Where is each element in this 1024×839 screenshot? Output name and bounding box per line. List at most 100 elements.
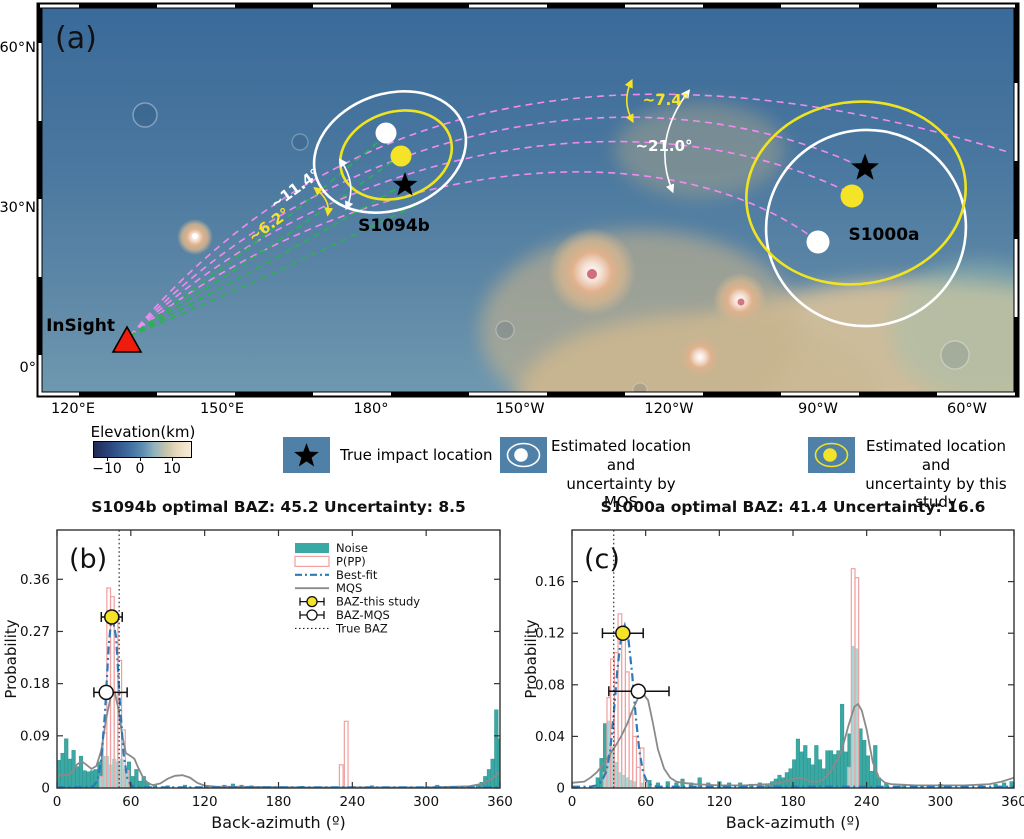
x-tick-label: 180 [780, 794, 806, 810]
lon-label-120e: 120°E [51, 401, 95, 417]
valles-region [890, 260, 1016, 394]
noise-bar [799, 751, 804, 788]
noise-bar [862, 740, 867, 788]
mqs-curve [572, 692, 1014, 787]
lon-label-180: 180° [354, 401, 389, 417]
baz-this-study-marker [104, 609, 120, 625]
x-tick-label: 240 [339, 794, 365, 810]
angle-label-21-0: ~21.0° [635, 137, 692, 155]
magenta-ray [129, 116, 869, 337]
noise-bar [134, 769, 139, 788]
y-tick-label: 0.36 [20, 572, 50, 588]
white-ellipse-icon [506, 442, 541, 468]
s1094b-study-location [390, 145, 412, 167]
noise-bar [86, 771, 91, 788]
baz-this-study-marker [615, 625, 631, 641]
crater [291, 133, 309, 151]
s1000a-label: S1000a [848, 225, 919, 245]
noise-bar [803, 745, 808, 788]
elysium-peak [192, 233, 198, 239]
lon-label-150e: 150°E [200, 401, 244, 417]
s1000a-mqs-location [806, 230, 830, 254]
panel-b-title: S1094b optimal BAZ: 45.2 Uncertainty: 8.… [91, 498, 466, 516]
x-tick-label: 240 [854, 794, 880, 810]
green-ray [129, 202, 421, 337]
s1094b-mqs-location [375, 122, 397, 144]
colorbar-title: Elevation(km) [90, 423, 196, 441]
map-frame-white [38, 4, 1018, 396]
angle-label-7-4: ~7.4° [643, 91, 690, 109]
x-tick-label: 300 [413, 794, 439, 810]
s1000a-study-uncertainty-ellipse [745, 100, 967, 286]
green-ray [129, 155, 401, 337]
magenta-backazimuth-rays [129, 93, 1009, 337]
colorbar-tick-label: −10 [92, 461, 122, 477]
star-icon [294, 443, 319, 467]
noise-bar [64, 738, 69, 788]
s1000a-study-location [840, 184, 864, 208]
x-tick-label: 0 [53, 794, 62, 810]
x-tick-label: 300 [927, 794, 953, 810]
panel-c-chart: 0 60 120 180 240 300 360 0 0.04 0.08 0.12 0.16 Back-… [522, 529, 1024, 832]
x-tick-label: 360 [1001, 794, 1024, 810]
legend-marker [306, 609, 318, 621]
angle-arc-11-4 [338, 158, 354, 211]
legend-label: BAZ-MQS [336, 608, 390, 622]
legend-marker [306, 595, 318, 608]
s1094b-label: S1094b [358, 216, 430, 236]
colorbar-tick [140, 457, 141, 461]
noise-bar [486, 769, 491, 788]
legend-label: True BAZ [335, 621, 388, 635]
y-axis-label: Probability [2, 619, 20, 698]
x-tick-label: 0 [568, 794, 577, 810]
panel-a-label: (a) [55, 21, 97, 56]
map-terrain: InSight S1094b S1000a ~11.4° ~6.2° ~7.4°… [40, 6, 1016, 394]
y-tick-label: 0 [41, 781, 50, 797]
legend-label: MQS [336, 581, 362, 595]
magenta-ray [129, 140, 857, 337]
legend-label: Best-fit [336, 568, 378, 582]
noise-bar [817, 759, 823, 788]
lat-label-0: 0° [20, 360, 36, 376]
x-tick-label: 60 [122, 794, 139, 810]
baz-mqs-marker [98, 684, 114, 701]
mqs-legend-line1: Estimated location and [550, 437, 692, 474]
legend-label: BAZ-this study [336, 595, 420, 609]
magenta-ray [129, 93, 1009, 337]
legend-label: P(PP) [336, 554, 366, 568]
noise-bar [75, 766, 80, 788]
ppp-bar [338, 764, 344, 788]
elevation-colorbar [93, 441, 192, 458]
white-circle-icon [514, 448, 528, 462]
yellow-ellipse-icon [814, 442, 849, 468]
colorbar-tick-label: 10 [163, 461, 181, 477]
insight-lander-marker [111, 325, 143, 353]
lat-label-30n: 30°N [0, 200, 36, 216]
olympus-caldera [587, 269, 597, 279]
noise-bar [806, 758, 812, 788]
plot-area [572, 530, 1014, 788]
lon-label-120w: 120°W [644, 401, 693, 417]
mqs-legend-line2: uncertainty by MQS [566, 474, 676, 512]
crater [132, 102, 158, 128]
crater [495, 320, 515, 340]
noise-bar [788, 768, 793, 788]
panel-label: (b) [69, 544, 107, 575]
ppp-bar [343, 720, 349, 788]
noise-bar [832, 754, 837, 788]
this-study-legend-label: Estimated location and uncertainty by th… [856, 437, 1016, 512]
s1000a-true-location-star [851, 153, 879, 180]
lon-label-150w: 150°W [495, 401, 544, 417]
colorbar-tick [172, 457, 173, 461]
mqs-legend-label: Estimated location and uncertainty by MQ… [548, 437, 694, 512]
legend-swatch-noise [295, 543, 329, 553]
x-tick-label: 60 [637, 794, 654, 810]
crater [632, 382, 648, 394]
crater [940, 340, 970, 370]
colorbar-tick [107, 457, 108, 461]
ppp-bar [121, 729, 126, 788]
true-impact-legend-label: True impact location [340, 446, 493, 464]
lon-label-60w: 60°W [947, 401, 987, 417]
noise-bar [60, 753, 65, 788]
